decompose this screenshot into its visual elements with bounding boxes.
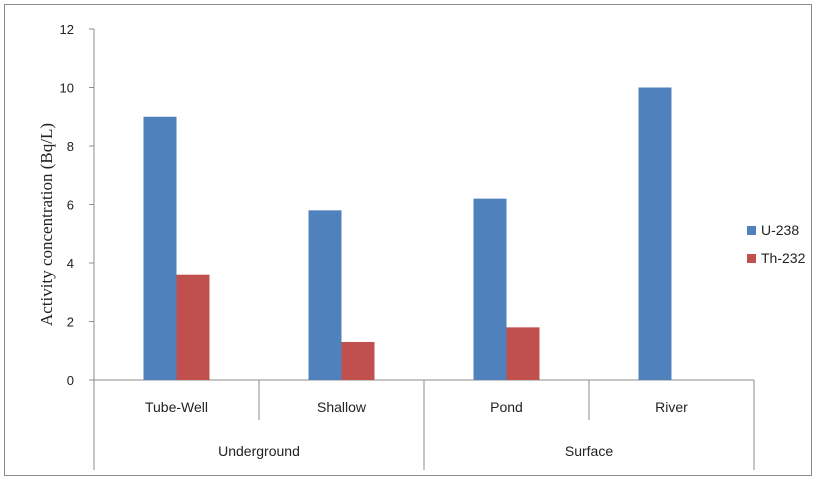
- bar-th-232-tube-well: [176, 274, 210, 380]
- legend-label: U-238: [761, 222, 799, 238]
- y-tick-label: 8: [67, 139, 74, 154]
- bar-th-232-shallow: [341, 341, 375, 380]
- chart-frame: [4, 4, 812, 476]
- y-axis-title: Activity concentration (Bq/L): [37, 123, 56, 326]
- y-tick-label: 12: [60, 22, 74, 37]
- x-group-label: Underground: [218, 443, 300, 459]
- x-group-label: Surface: [565, 443, 613, 459]
- y-tick-label: 2: [67, 315, 74, 330]
- bar-u-238-river: [638, 87, 672, 380]
- y-tick-label: 10: [60, 81, 74, 96]
- bar-u-238-tube-well: [143, 116, 177, 380]
- bars: [143, 87, 672, 380]
- legend-swatch: [747, 254, 756, 263]
- y-tick-label: 4: [67, 256, 74, 271]
- legend-swatch: [747, 226, 756, 235]
- y-tick-label: 0: [67, 373, 74, 388]
- y-tick-label: 6: [67, 198, 74, 213]
- bar-u-238-shallow: [308, 210, 342, 380]
- labels: 0 2 4 6 8 10 12 Tube-Well Shallow Pond River Underg…: [37, 22, 688, 459]
- x-category-label: River: [655, 399, 688, 415]
- bar-u-238-pond: [473, 198, 507, 380]
- legend: U-238 Th-232: [747, 222, 806, 266]
- legend-label: Th-232: [761, 250, 806, 266]
- x-category-label: Pond: [490, 399, 523, 415]
- x-category-label: Tube-Well: [145, 399, 208, 415]
- bar-th-232-pond: [506, 327, 540, 380]
- x-category-label: Shallow: [317, 399, 367, 415]
